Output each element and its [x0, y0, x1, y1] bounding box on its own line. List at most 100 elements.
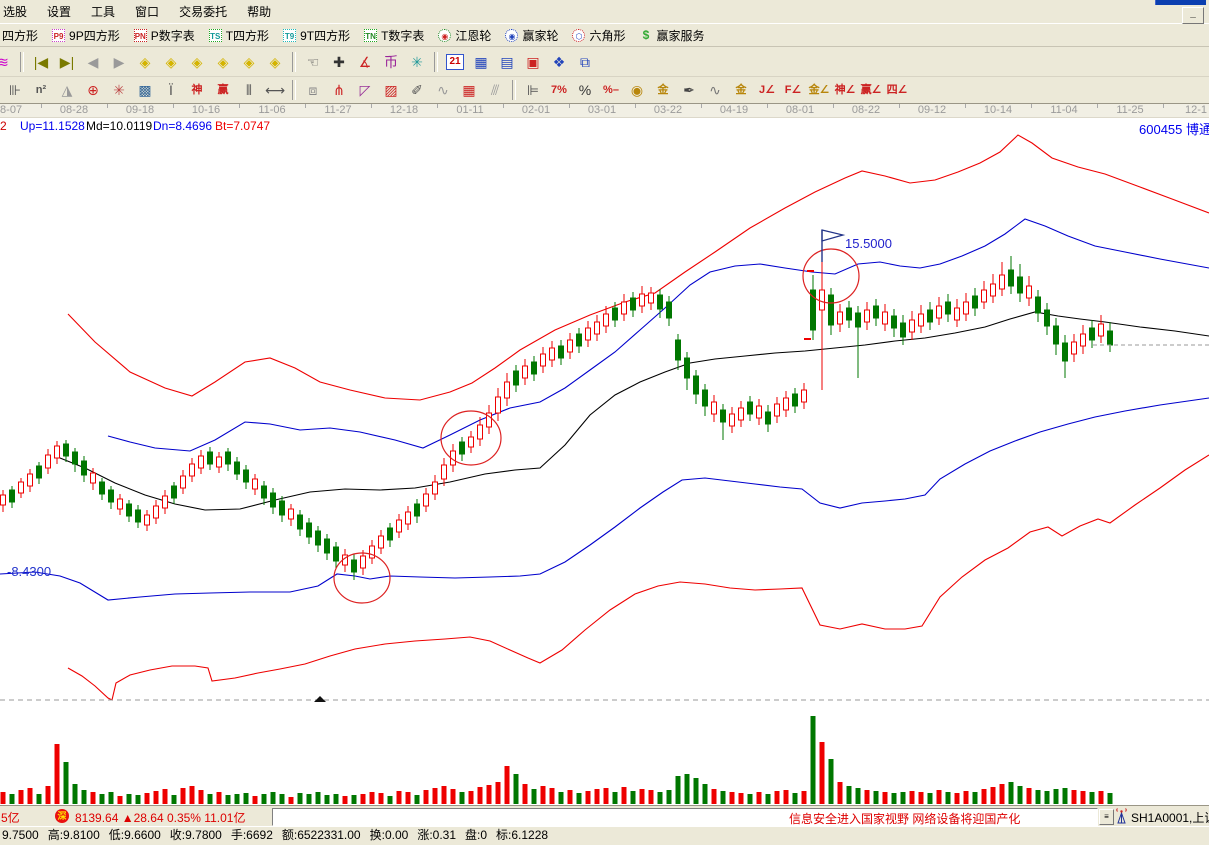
candle-body — [981, 289, 987, 303]
slash-lines-icon[interactable]: ⫻ — [490, 82, 500, 98]
goto-first-icon[interactable]: |◀ — [33, 53, 49, 70]
percent-line-icon[interactable]: %– — [603, 84, 619, 96]
angle-measure-icon[interactable]: ∡ — [358, 53, 372, 70]
chart-style-icon[interactable]: ≋ — [0, 53, 9, 70]
candle-body — [990, 283, 996, 297]
web-grid-icon[interactable]: ▩ — [138, 82, 152, 98]
star-grid-icon[interactable]: ✳ — [113, 82, 125, 98]
neural-tool-icon[interactable]: ✳ — [411, 53, 423, 70]
winner-wheel-button[interactable]: ◉ 赢家轮 — [498, 25, 565, 45]
wave-pair-icon[interactable]: Ϊ — [169, 82, 173, 98]
calculator-icon[interactable]: ▦ — [474, 53, 488, 70]
news-ticker-box[interactable]: 信息安全进入国家视野 网络设备将迎国产化 — [272, 808, 1098, 826]
menu-item-6[interactable]: 帮助 — [247, 5, 272, 19]
diamond-left-icon[interactable]: ◈ — [139, 53, 151, 70]
menu-item-4[interactable]: 窗口 — [135, 5, 160, 19]
wave-line-icon[interactable]: ∿ — [709, 82, 721, 98]
hexagon-button[interactable]: ⬡ 六角形 — [565, 25, 632, 45]
pencil-fan-icon[interactable]: ✐ — [411, 82, 423, 98]
gold-ring-icon[interactable]: ◉ — [630, 82, 644, 98]
menu-item-3[interactable]: 工具 — [91, 5, 116, 19]
menu-item-5[interactable]: 交易委托 — [179, 5, 228, 19]
diamond-up-icon[interactable]: ◈ — [191, 53, 203, 70]
step-ruler-icon[interactable]: ⊫ — [526, 82, 540, 98]
ruler-123-icon[interactable]: ⫴ — [246, 82, 252, 98]
gold-angle-icon[interactable]: 金∠ — [808, 84, 830, 96]
index-ticker[interactable]: 8139.64 ▲28.64 0.35% 11.01亿 — [75, 811, 246, 825]
volume-bar — [342, 796, 348, 804]
candle-body — [27, 473, 33, 487]
candle-body — [918, 313, 924, 327]
hand-tool-icon[interactable]: ☜ — [306, 53, 320, 70]
f-angle-icon[interactable]: F∠ — [784, 84, 802, 96]
candle-body — [315, 530, 321, 546]
quote-feed-label[interactable]: SH1A0001,上证指 — [1131, 811, 1209, 825]
news-ticker-text: 信息安全进入国家视野 网络设备将迎国产化 — [789, 812, 1021, 826]
gann-tool-icon[interactable]: 币 — [384, 53, 398, 70]
volume-bar — [297, 793, 303, 804]
ticker-menu-button[interactable]: ≡ — [1099, 809, 1114, 825]
t-square-button[interactable]: TS T四方形 — [202, 25, 276, 45]
minimize-button[interactable]: _ — [1182, 7, 1204, 24]
save-icon[interactable]: ▣ — [526, 53, 540, 70]
diamond-expand-icon[interactable]: ◈ — [269, 53, 281, 70]
volume-bar — [9, 794, 15, 804]
fan-lines-icon[interactable]: ⋔ — [333, 82, 345, 98]
candle-body — [270, 492, 276, 508]
n-squared-icon[interactable]: n² — [35, 84, 47, 96]
candle-body — [72, 451, 78, 465]
hatch-box-icon[interactable]: ▨ — [384, 82, 398, 98]
red-grid-icon[interactable]: ▦ — [462, 82, 476, 98]
step-forward-icon[interactable]: ▶ — [113, 53, 125, 70]
menu-item-1[interactable]: 选股 — [3, 5, 28, 19]
crosshair-icon[interactable]: ✚ — [333, 53, 345, 70]
j-angle-icon[interactable]: J∠ — [759, 84, 775, 96]
candle-body — [1044, 309, 1050, 327]
gann-wheel-button[interactable]: ◉ 江恩轮 — [431, 25, 498, 45]
chart-panel[interactable]: 15.5000 -8.4300 08-07 08-28 09-18 10-16 11-06… — [0, 104, 1209, 805]
p-square-button[interactable]: P四方形 — [0, 25, 45, 45]
calendar-icon[interactable]: 21 — [442, 51, 468, 73]
goto-last-icon[interactable]: ▶| — [59, 53, 75, 70]
t-digit-table-button[interactable]: TN T数字表 — [357, 25, 431, 45]
9t-square-button[interactable]: T9 9T四方形 — [276, 25, 357, 45]
diamond-right-icon[interactable]: ◈ — [165, 53, 177, 70]
candle-body — [837, 311, 843, 325]
candlestick-chart[interactable]: 15.5000 -8.4300 — [0, 104, 1209, 805]
candle-body — [324, 538, 330, 554]
diamond-cross-icon[interactable]: ◈ — [243, 53, 255, 70]
step-back-icon[interactable]: ◀ — [87, 53, 99, 70]
candle-body — [0, 494, 6, 506]
winner-service-button[interactable]: $ 赢家服务 — [632, 25, 711, 45]
fan-box-icon[interactable]: ◸ — [359, 82, 371, 98]
ying-grid-icon[interactable]: 赢 — [217, 84, 229, 96]
ying-angle-icon[interactable]: 赢∠ — [860, 84, 882, 96]
browser-icon[interactable]: ❖ — [552, 53, 566, 70]
gold-line-icon[interactable]: 金 — [657, 84, 669, 96]
span-measure-icon[interactable]: ⟷ — [264, 82, 286, 98]
diamond-vertical-icon[interactable]: ◈ — [217, 53, 229, 70]
marker-pen-icon[interactable]: ✒ — [683, 82, 695, 98]
gann-circle-icon[interactable]: ⊕ — [87, 82, 99, 98]
shen-grid-icon[interactable]: 神 — [191, 84, 203, 96]
link-box-icon[interactable]: ⧈ — [308, 82, 318, 98]
9p-square-button[interactable]: P9 9P四方形 — [45, 25, 127, 45]
zigzag-icon[interactable]: ∿ — [437, 82, 449, 98]
print-icon[interactable]: ⧉ — [580, 53, 590, 70]
volume-bar — [900, 792, 906, 804]
candle-body — [882, 311, 888, 325]
percent-icon[interactable]: % — [578, 82, 592, 98]
mirror-angle-icon[interactable]: ◮ — [61, 82, 73, 98]
volume-bar — [153, 791, 159, 804]
si-angle-icon[interactable]: 四∠ — [886, 84, 908, 96]
volume-bar — [1071, 790, 1077, 804]
shen-angle-icon[interactable]: 神∠ — [834, 84, 856, 96]
date-tick-mark — [701, 104, 702, 108]
gold-box-icon[interactable]: 金 — [735, 84, 747, 96]
candle-body — [900, 322, 906, 338]
notebook-icon[interactable]: ▤ — [500, 53, 514, 70]
percent-band-icon[interactable]: 7% — [551, 84, 567, 96]
p-digit-table-button[interactable]: PN P数字表 — [127, 25, 202, 45]
comb-ruler-icon[interactable]: ⊪ — [8, 82, 22, 98]
menu-item-2[interactable]: 设置 — [47, 5, 72, 19]
